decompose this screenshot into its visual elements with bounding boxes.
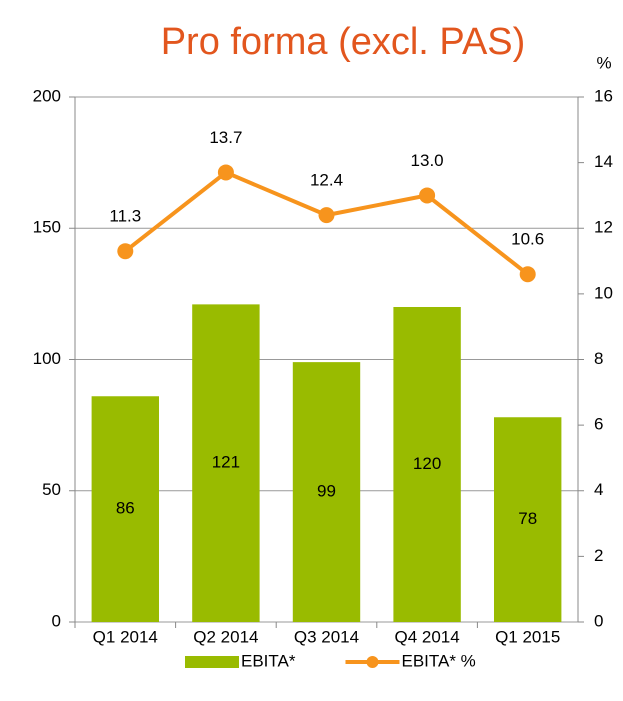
y2-tick-label: 2	[594, 546, 603, 565]
x-tick-label: Q1 2014	[93, 627, 158, 646]
y-tick-label: 150	[33, 218, 61, 237]
y2-axis-label: %	[596, 53, 611, 72]
y2-tick-label: 6	[594, 415, 603, 434]
x-tick-label: Q2 2014	[193, 627, 258, 646]
legend-marker	[366, 656, 379, 668]
line-marker	[217, 164, 234, 181]
y2-tick-label: 12	[594, 218, 613, 237]
bar	[292, 362, 361, 622]
line-marker	[318, 207, 335, 224]
y2-tick-label: 0	[594, 611, 603, 630]
y2-tick-label: 16	[594, 86, 613, 105]
x-tick-label: Q3 2014	[294, 627, 359, 646]
bar	[393, 307, 461, 622]
legend-label: EBITA*	[241, 651, 296, 670]
bar	[192, 304, 260, 622]
y-tick-label: 0	[52, 611, 61, 630]
line-marker	[419, 187, 436, 204]
chart-title: Pro forma (excl. PAS)	[161, 21, 526, 63]
line-value-label: 12.4	[310, 171, 343, 190]
legend-swatch	[185, 656, 239, 668]
line-value-label: 13.7	[209, 128, 242, 147]
bar	[91, 396, 160, 622]
bar-value-label: 121	[212, 453, 240, 472]
line-marker	[117, 243, 134, 260]
y-tick-label: 200	[33, 86, 61, 105]
legend-label: EBITA* %	[401, 651, 475, 670]
y-tick-label: 50	[42, 480, 61, 499]
line-value-label: 10.6	[511, 230, 544, 249]
bar	[493, 417, 562, 622]
line-value-label: 11.3	[109, 207, 141, 226]
y2-tick-label: 4	[594, 480, 603, 499]
bar-value-label: 99	[317, 482, 336, 501]
line-marker	[519, 266, 536, 283]
bar-value-label: 120	[413, 454, 441, 473]
x-tick-label: Q4 2014	[394, 627, 459, 646]
y2-tick-label: 8	[594, 349, 603, 368]
y-tick-label: 100	[33, 349, 61, 368]
y2-tick-label: 14	[594, 152, 613, 171]
y2-tick-label: 10	[594, 283, 613, 302]
line-value-label: 13.0	[411, 151, 444, 170]
x-tick-label: Q1 2015	[495, 627, 560, 646]
bar-value-label: 86	[116, 499, 135, 518]
bar-value-label: 78	[518, 509, 537, 528]
